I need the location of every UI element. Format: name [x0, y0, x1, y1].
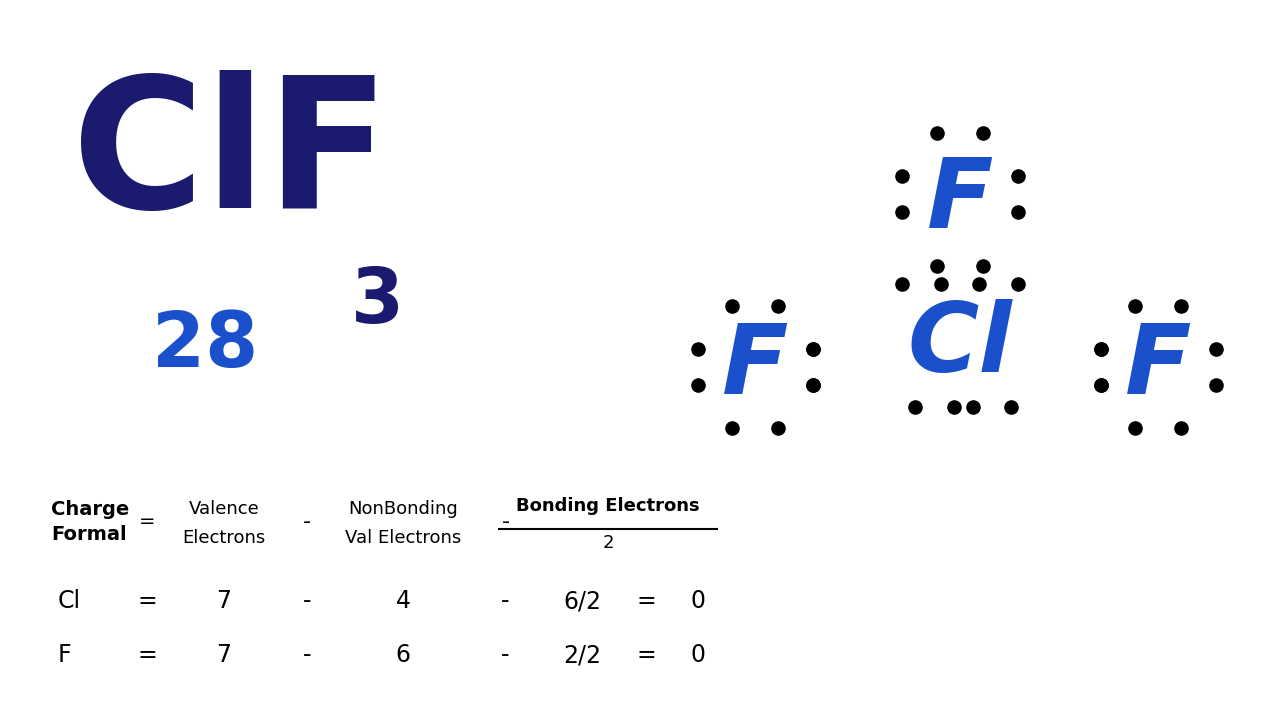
- Text: Cl: Cl: [58, 589, 81, 613]
- Text: 0: 0: [690, 589, 705, 613]
- Point: [927, 261, 947, 272]
- Text: 7: 7: [216, 643, 232, 667]
- Text: Charge
Formal: Charge Formal: [51, 500, 129, 544]
- Point: [722, 300, 742, 312]
- Point: [687, 379, 708, 391]
- Text: 7: 7: [216, 589, 232, 613]
- Point: [892, 207, 913, 218]
- Point: [1007, 171, 1028, 182]
- Point: [1125, 300, 1146, 312]
- Point: [1171, 300, 1192, 312]
- Text: -: -: [502, 589, 509, 613]
- Point: [905, 401, 925, 413]
- Text: ClF: ClF: [72, 71, 389, 246]
- Point: [969, 279, 989, 290]
- Text: 6/2: 6/2: [563, 589, 602, 613]
- Text: 3: 3: [351, 266, 404, 339]
- Point: [768, 300, 788, 312]
- Point: [1091, 343, 1111, 355]
- Point: [803, 343, 823, 355]
- Point: [687, 343, 708, 355]
- Point: [931, 279, 951, 290]
- Text: Val Electrons: Val Electrons: [346, 529, 461, 547]
- Text: Cl: Cl: [908, 299, 1012, 392]
- Text: -: -: [303, 589, 311, 613]
- Point: [963, 401, 983, 413]
- Point: [722, 423, 742, 434]
- Text: =: =: [140, 513, 155, 531]
- Text: -: -: [303, 643, 311, 667]
- Point: [1001, 401, 1021, 413]
- Text: -: -: [502, 643, 509, 667]
- Text: =: =: [636, 589, 657, 613]
- Text: F: F: [927, 155, 993, 248]
- Point: [1206, 379, 1226, 391]
- Point: [973, 127, 993, 139]
- Point: [927, 127, 947, 139]
- Text: F: F: [1125, 320, 1192, 414]
- Text: =: =: [137, 589, 157, 613]
- Point: [768, 423, 788, 434]
- Point: [892, 279, 913, 290]
- Point: [803, 379, 823, 391]
- Point: [1091, 343, 1111, 355]
- Point: [1206, 343, 1226, 355]
- Point: [1091, 379, 1111, 391]
- Point: [1125, 423, 1146, 434]
- Text: 28: 28: [151, 309, 259, 382]
- Point: [1171, 423, 1192, 434]
- Text: -: -: [502, 512, 509, 532]
- Text: 4: 4: [396, 589, 411, 613]
- Point: [1091, 379, 1111, 391]
- Point: [803, 343, 823, 355]
- Text: Valence: Valence: [188, 500, 260, 518]
- Text: 6: 6: [396, 643, 411, 667]
- Text: F: F: [58, 643, 72, 667]
- Point: [803, 379, 823, 391]
- Text: 0: 0: [690, 643, 705, 667]
- Point: [892, 171, 913, 182]
- Text: 2: 2: [603, 534, 613, 552]
- Text: =: =: [137, 643, 157, 667]
- Text: 2/2: 2/2: [563, 643, 602, 667]
- Text: Bonding Electrons: Bonding Electrons: [516, 497, 700, 515]
- Text: F: F: [722, 320, 788, 414]
- Point: [943, 401, 964, 413]
- Text: =: =: [636, 643, 657, 667]
- Point: [1007, 207, 1028, 218]
- Point: [973, 261, 993, 272]
- Point: [1007, 279, 1028, 290]
- Text: NonBonding: NonBonding: [348, 500, 458, 518]
- Text: Electrons: Electrons: [182, 529, 266, 547]
- Text: -: -: [303, 512, 311, 532]
